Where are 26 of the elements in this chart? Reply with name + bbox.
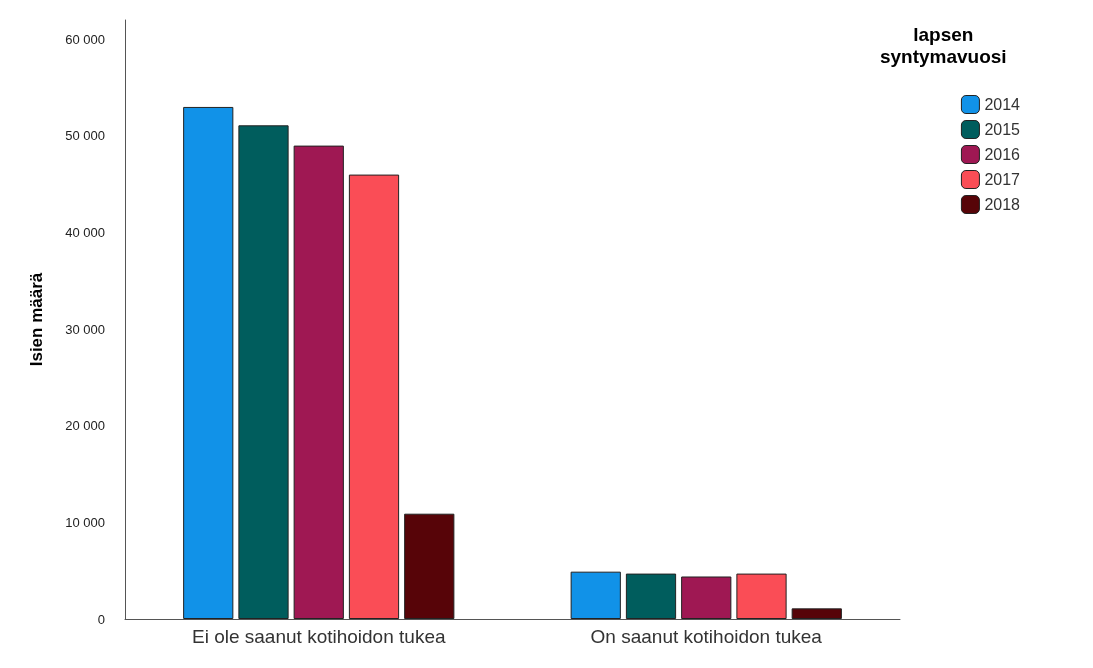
y-tick-label: 0 (97, 611, 105, 627)
y-tick-label: 10 000 (65, 514, 105, 530)
x-tick-label: On saanut kotihoidon tukea (590, 626, 823, 647)
bar (348, 174, 400, 619)
bar (736, 573, 787, 619)
bar (570, 571, 621, 619)
x-tick-label: Ei ole saanut kotihoidon tukea (191, 626, 446, 647)
legend-label: 2016 (984, 146, 1021, 163)
bar (404, 513, 455, 619)
legend-label: 2018 (984, 196, 1021, 213)
y-axis-title: Isien määrä (27, 272, 46, 367)
bar (625, 573, 677, 619)
y-tick-label: 40 000 (65, 225, 105, 241)
legend-label: 2014 (984, 96, 1021, 113)
legend-title: lapsen syntymavuosi (879, 23, 1007, 67)
bar (238, 125, 289, 619)
y-tick-label: 50 000 (65, 128, 105, 144)
bar (681, 576, 732, 619)
y-tick-label: 30 000 (65, 321, 105, 337)
legend-label: 2017 (984, 171, 1021, 188)
bar (183, 106, 234, 619)
bar (293, 145, 344, 619)
legend-label: 2015 (984, 121, 1021, 138)
bar (791, 608, 842, 619)
y-tick-label: 60 000 (65, 31, 105, 47)
y-tick-label: 20 000 (65, 418, 105, 434)
